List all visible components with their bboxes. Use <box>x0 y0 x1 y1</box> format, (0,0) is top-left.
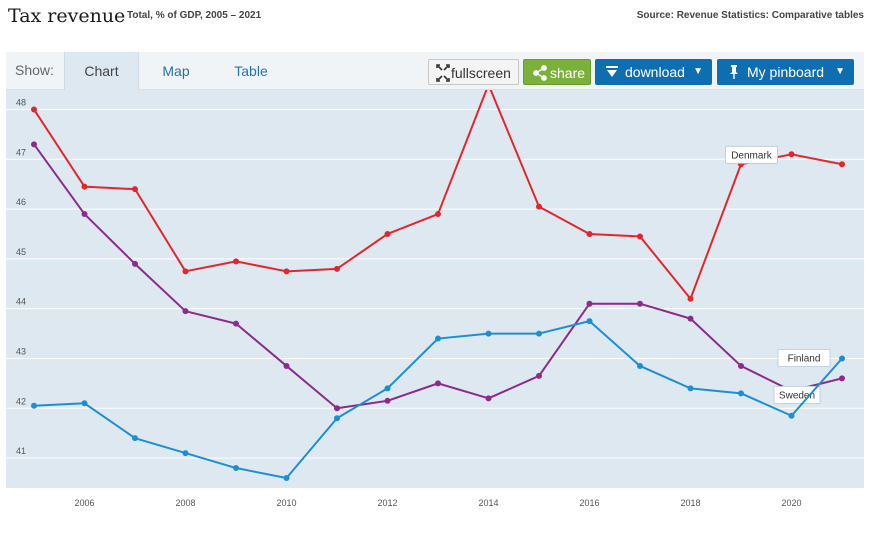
series-label-box <box>725 145 778 164</box>
tab-map[interactable]: Map <box>162 63 190 79</box>
data-point[interactable] <box>687 295 694 302</box>
data-point[interactable] <box>788 412 795 419</box>
data-point[interactable] <box>233 320 239 327</box>
data-point[interactable] <box>334 265 340 272</box>
data-point[interactable] <box>81 400 88 407</box>
plot-background <box>6 90 864 488</box>
data-point[interactable] <box>132 435 138 442</box>
toolbar: Show: Chart Map Table fullscreen share d… <box>6 52 864 91</box>
x-tick-label: 2018 <box>680 498 700 508</box>
data-point[interactable] <box>637 233 643 240</box>
share-button[interactable]: share <box>523 59 591 85</box>
data-point[interactable] <box>233 465 239 472</box>
data-point[interactable] <box>738 390 744 397</box>
y-tick-label: 48 <box>16 97 26 107</box>
data-point[interactable] <box>384 385 391 392</box>
data-point[interactable] <box>31 106 37 113</box>
y-tick-label: 45 <box>16 247 26 257</box>
caret-down-icon: ▼ <box>693 66 703 77</box>
fullscreen-button[interactable]: fullscreen <box>428 59 519 85</box>
data-point[interactable] <box>384 397 391 404</box>
data-point[interactable] <box>182 308 189 315</box>
data-point[interactable] <box>839 161 845 168</box>
data-point[interactable] <box>435 380 441 387</box>
series-label: Sweden <box>779 390 815 401</box>
series-label-box <box>773 385 821 404</box>
x-tick-label: 2020 <box>781 498 801 508</box>
data-point[interactable] <box>334 405 340 412</box>
data-point[interactable] <box>132 260 138 267</box>
data-point[interactable] <box>31 402 37 409</box>
pinboard-label: My pinboard <box>747 64 825 80</box>
series-label: Finland <box>788 353 821 364</box>
data-point[interactable] <box>384 230 391 237</box>
data-point[interactable] <box>687 385 694 392</box>
data-point[interactable] <box>182 268 189 275</box>
data-point[interactable] <box>283 362 290 369</box>
series-label-box <box>777 349 831 367</box>
data-point[interactable] <box>182 450 189 457</box>
x-tick-label: 2010 <box>276 498 296 508</box>
data-point[interactable] <box>788 151 795 158</box>
x-tick-label: 2008 <box>175 498 195 508</box>
data-point[interactable] <box>485 330 492 337</box>
data-point[interactable] <box>283 268 290 275</box>
data-point[interactable] <box>536 203 542 210</box>
y-tick-label: 47 <box>16 147 26 157</box>
data-point[interactable] <box>81 211 88 218</box>
data-point[interactable] <box>435 335 441 342</box>
chart-subtitle: Total, % of GDP, 2005 – 2021 <box>127 10 262 21</box>
pinboard-button[interactable]: My pinboard ▼ <box>717 59 854 85</box>
data-point[interactable] <box>334 415 340 422</box>
fullscreen-label: fullscreen <box>451 65 511 81</box>
y-tick-label: 43 <box>16 346 26 356</box>
show-label: Show: <box>15 62 54 78</box>
tab-chart[interactable]: Chart <box>64 52 139 91</box>
source-link[interactable]: Source: Revenue Statistics: Comparative … <box>636 10 864 21</box>
data-point[interactable] <box>283 475 290 481</box>
data-point[interactable] <box>536 372 542 379</box>
download-button[interactable]: download ▼ <box>595 59 712 85</box>
y-tick-label: 41 <box>16 446 26 456</box>
data-point[interactable] <box>536 330 542 337</box>
chart-area: 41 42 43 44 45 46 47 48 2006 2008 2010 2012 2014 2016… <box>6 90 864 512</box>
y-tick-label: 46 <box>16 197 26 207</box>
y-tick-label: 44 <box>16 297 26 307</box>
share-label: share <box>550 65 586 81</box>
caret-down-icon: ▼ <box>835 66 845 77</box>
data-point[interactable] <box>637 300 643 307</box>
data-point[interactable] <box>233 258 239 265</box>
x-tick-label: 2006 <box>74 498 94 508</box>
series-label: Denmark <box>731 150 773 161</box>
data-point[interactable] <box>586 318 593 325</box>
data-point[interactable] <box>31 141 37 148</box>
data-point[interactable] <box>687 315 694 322</box>
chart-title: Tax revenue <box>8 5 126 27</box>
data-point[interactable] <box>81 183 88 190</box>
data-point[interactable] <box>839 355 845 362</box>
tab-table[interactable]: Table <box>234 63 268 79</box>
x-axis-band <box>6 488 864 512</box>
chart-header: Tax revenue Total, % of GDP, 2005 – 2021… <box>0 0 872 52</box>
download-label: download <box>625 64 685 80</box>
x-tick-label: 2014 <box>478 498 498 508</box>
data-point[interactable] <box>738 362 744 369</box>
line-chart: 41 42 43 44 45 46 47 48 2006 2008 2010 2012 2014 2016… <box>6 90 864 512</box>
data-point[interactable] <box>586 230 593 237</box>
data-point[interactable] <box>637 362 643 369</box>
data-point[interactable] <box>435 211 441 218</box>
x-tick-label: 2012 <box>377 498 397 508</box>
y-tick-label: 42 <box>16 396 26 406</box>
data-point[interactable] <box>132 186 138 193</box>
data-point[interactable] <box>586 300 593 307</box>
x-tick-label: 2016 <box>579 498 599 508</box>
data-point[interactable] <box>485 395 492 402</box>
data-point[interactable] <box>839 375 845 382</box>
